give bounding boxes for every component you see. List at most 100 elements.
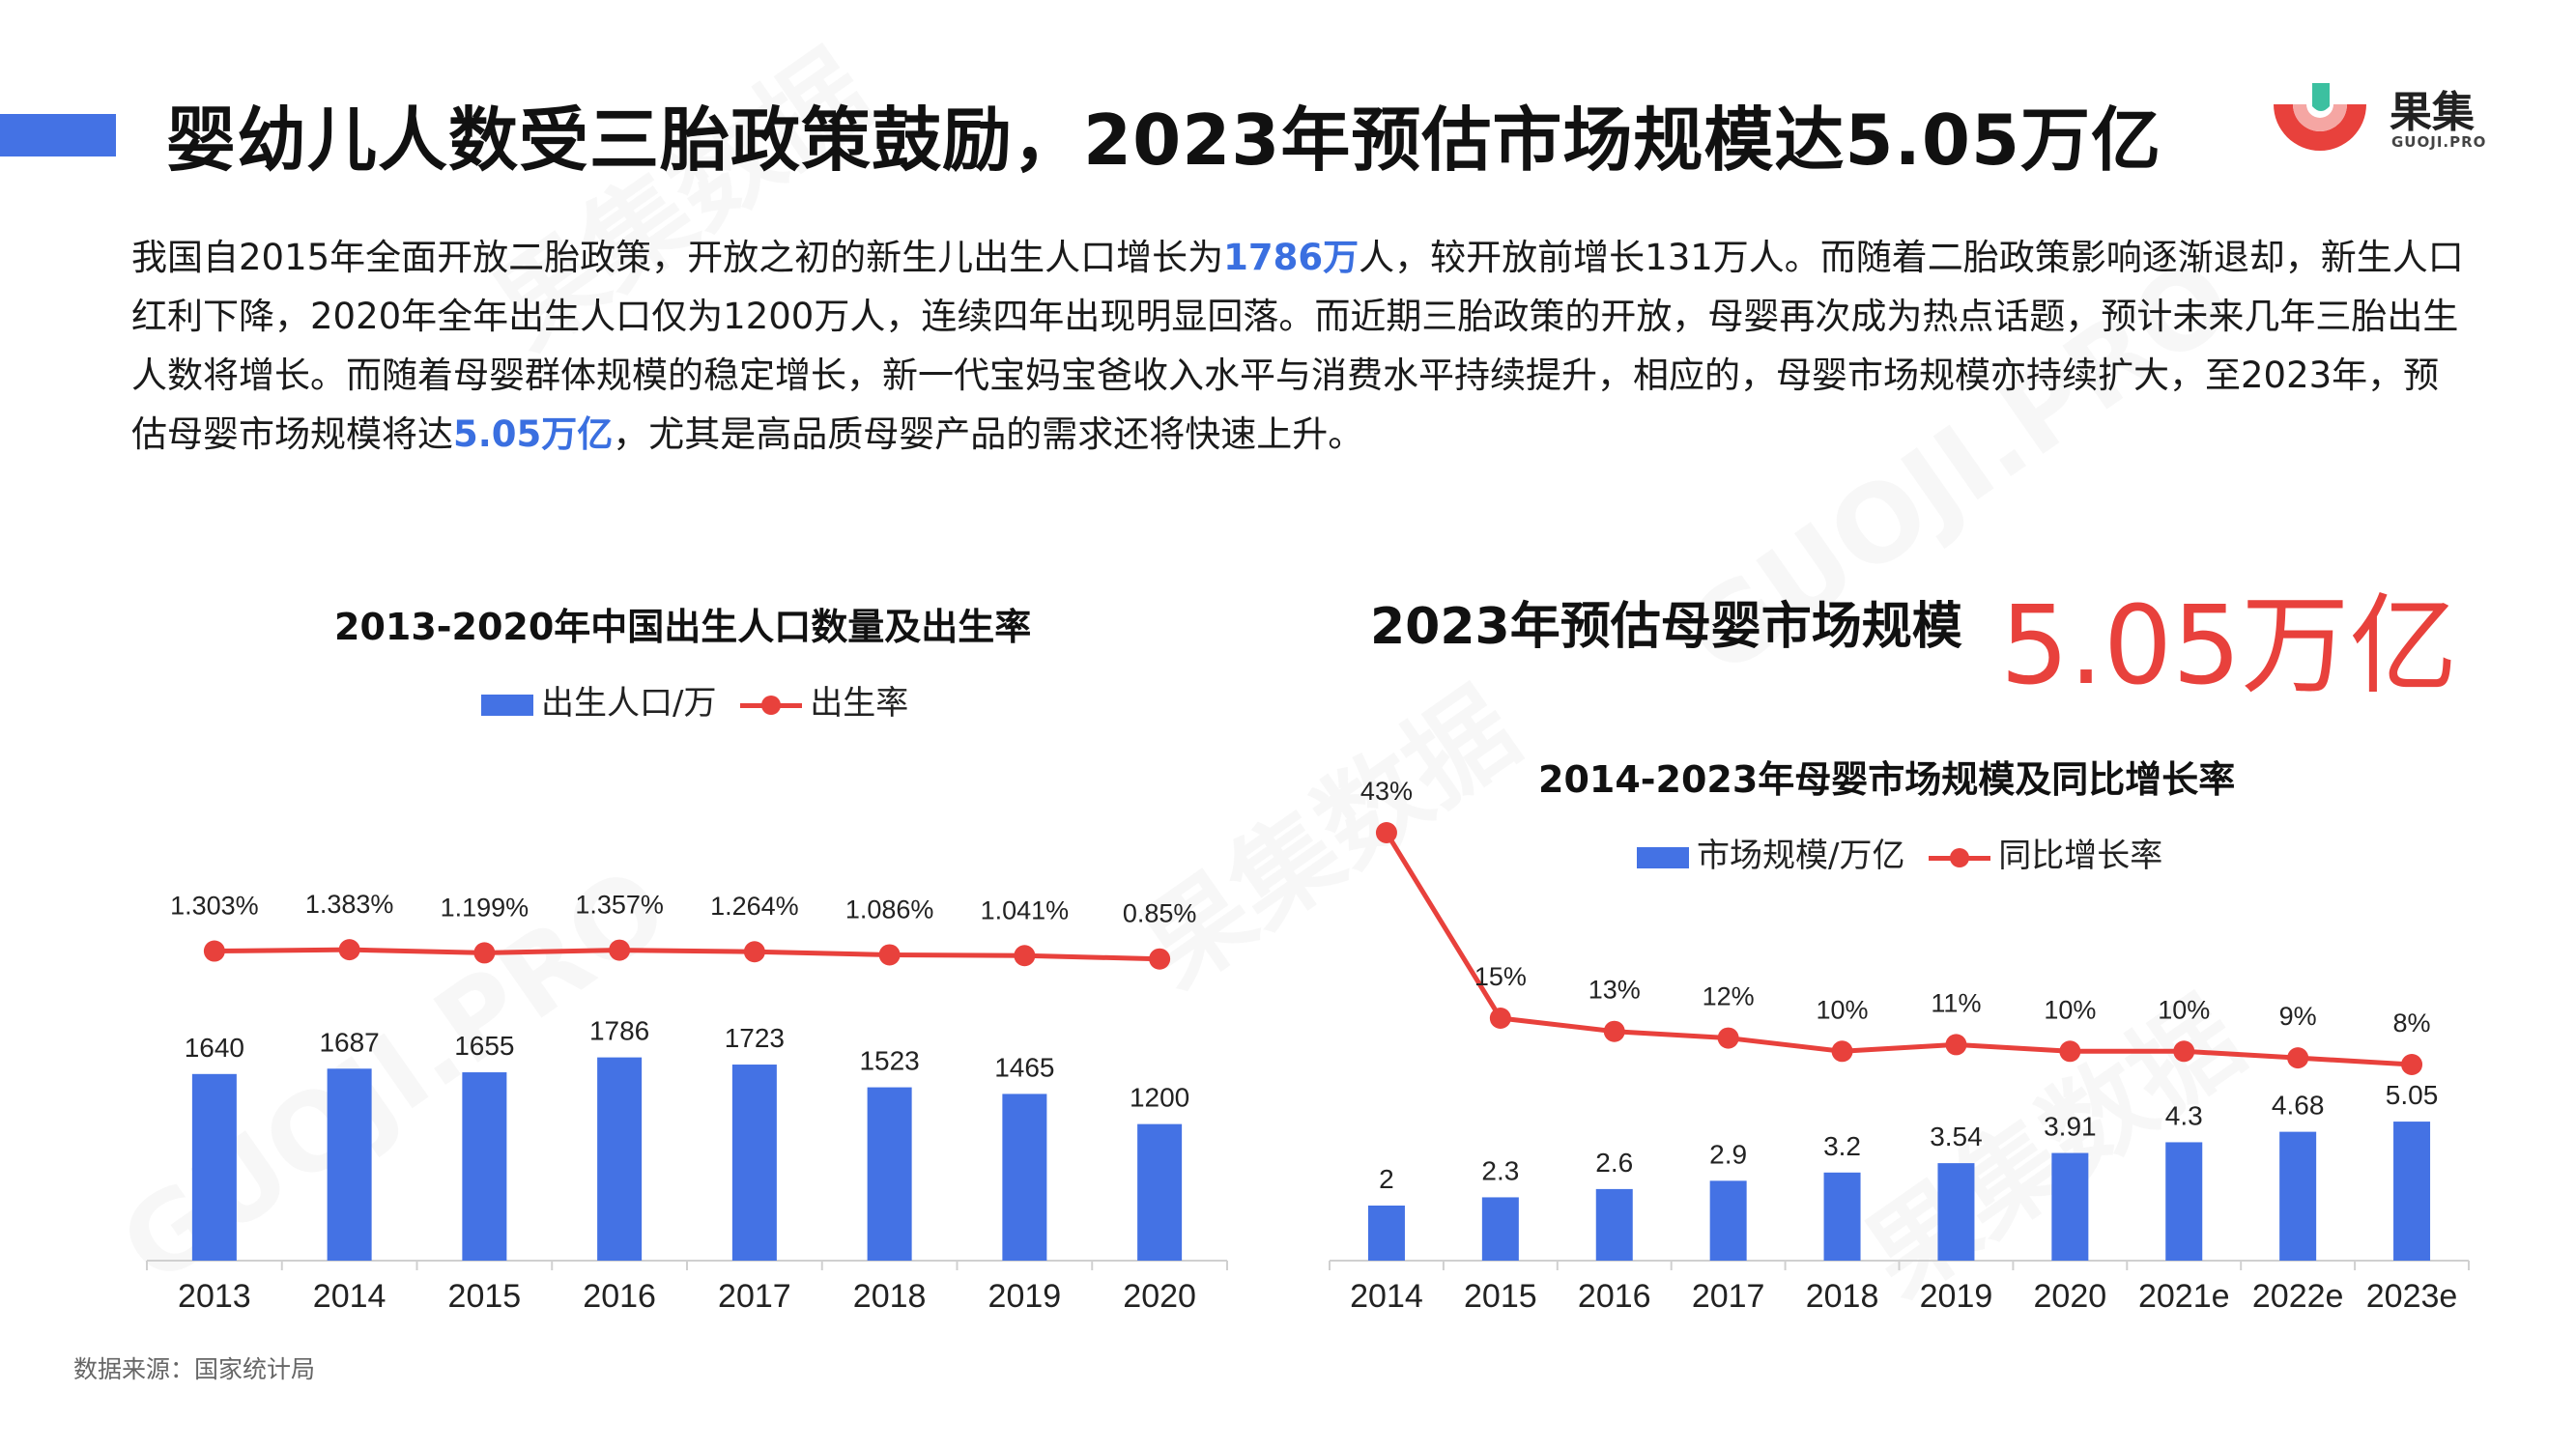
legend-item: 市场规模/万亿 <box>1637 829 1904 876</box>
rate-label: 43% <box>1360 777 1413 806</box>
legend-swatch <box>481 694 533 716</box>
x-tick-label: 2016 <box>1578 1278 1651 1315</box>
rate-point <box>2401 1054 2423 1075</box>
bar <box>327 1068 372 1261</box>
data-source: 数据来源：国家统计局 <box>73 1355 316 1383</box>
bar <box>462 1072 507 1261</box>
rate-point <box>1945 1034 1967 1056</box>
rate-label: 10% <box>2158 995 2210 1024</box>
title-accent-bar <box>0 114 116 156</box>
bar-value-label: 1723 <box>725 1023 785 1053</box>
bar-value-label: 1655 <box>454 1031 514 1061</box>
rate-label: 1.199% <box>441 893 530 922</box>
x-tick-label: 2014 <box>313 1278 386 1315</box>
intro-paragraph: 我国自2015年全面开放二胎政策，开放之初的新生儿出生人口增长为1786万人，较… <box>131 228 2470 464</box>
rate-label: 15% <box>1474 962 1527 991</box>
rate-line <box>1384 831 2413 1067</box>
intro-highlight: 5.05万亿 <box>453 413 614 455</box>
bar-value-label: 1465 <box>994 1052 1054 1082</box>
x-tick-label: 2023e <box>2366 1278 2458 1315</box>
rate-label: 1.357% <box>575 891 664 920</box>
rate-point <box>338 939 360 961</box>
rate-point <box>609 939 631 961</box>
rate-label: 10% <box>2044 995 2096 1024</box>
x-tick-label: 2014 <box>1350 1278 1423 1315</box>
bar-value-label: 5.05 <box>2386 1080 2439 1110</box>
rate-label: 1.264% <box>710 892 799 921</box>
x-tick-label: 2018 <box>853 1278 927 1315</box>
bar-value-label: 3.54 <box>1930 1122 1983 1151</box>
bar <box>2393 1122 2431 1261</box>
rate-label: 9% <box>2279 1002 2317 1031</box>
chart-legend: 市场规模/万亿 同比增长率 <box>1637 829 2176 876</box>
bar <box>1937 1163 1975 1261</box>
rate-label: 10% <box>1817 995 1869 1024</box>
chart-legend: 出生人口/万 出生率 <box>481 676 922 724</box>
rate-label: 13% <box>1589 976 1641 1005</box>
bar <box>731 1065 777 1261</box>
x-tick-label: 2020 <box>1123 1278 1196 1315</box>
x-tick-label: 2017 <box>1692 1278 1765 1315</box>
rate-point <box>1014 945 1036 967</box>
bar-value-label: 2 <box>1379 1164 1394 1194</box>
bar <box>2279 1131 2317 1261</box>
rate-point <box>1831 1040 1853 1063</box>
x-tick-label: 2018 <box>1806 1278 1879 1315</box>
rate-label: 1.383% <box>305 890 394 919</box>
bar-value-label: 2.6 <box>1595 1148 1633 1178</box>
intro-text: ，尤其是高品质母婴产品的需求还将快速上升。 <box>613 413 1364 455</box>
legend-swatch <box>740 695 803 716</box>
market-chart: 2 2014 2.3 2015 2.6 2016 2.9 2017 3.2 2018 3.54 201… <box>1329 777 2470 1315</box>
legend-label: 同比增长率 <box>1998 837 2163 875</box>
intro-text: 我国自2015年全面开放二胎政策，开放之初的新生儿出生人口增长为 <box>131 237 1224 278</box>
bar <box>597 1057 643 1261</box>
bar-value-label: 1786 <box>589 1016 649 1046</box>
legend-item: 同比增长率 <box>1929 829 2162 876</box>
x-tick-label: 2016 <box>583 1278 656 1315</box>
rate-point <box>1375 822 1397 843</box>
rate-point <box>878 944 901 966</box>
legend-swatch <box>1929 847 1991 868</box>
rate-point <box>203 940 225 962</box>
logo-name-cn: 果集 <box>2390 88 2475 137</box>
bar-value-label: 4.68 <box>2272 1091 2325 1121</box>
bar <box>1709 1180 1747 1261</box>
rate-point <box>1603 1020 1625 1042</box>
rate-label: 8% <box>2393 1009 2431 1037</box>
logo-icon <box>2274 83 2366 151</box>
bar <box>867 1087 912 1261</box>
x-tick-label: 2015 <box>1464 1278 1537 1315</box>
intro-highlight: 1786万 <box>1223 237 1360 278</box>
rate-point <box>1717 1027 1739 1049</box>
bar-value-label: 1687 <box>319 1027 379 1057</box>
bar-value-label: 3.91 <box>2044 1112 2097 1142</box>
birth-chart: 1640 2013 1687 2014 1655 2015 1786 2016 1723 2017… <box>146 890 1228 1315</box>
rate-label: 1.303% <box>170 892 259 921</box>
highlight-label: 2023年预估母婴市场规模 <box>1370 598 1962 656</box>
legend-label: 出生人口/万 <box>541 684 717 723</box>
x-tick-label: 2021e <box>2138 1278 2230 1315</box>
bar-value-label: 1200 <box>1130 1083 1189 1113</box>
bar <box>1002 1094 1047 1261</box>
rate-point <box>2059 1040 2081 1063</box>
rate-label: 11% <box>1931 988 1981 1017</box>
rate-line <box>214 947 1160 962</box>
x-tick-label: 2019 <box>988 1278 1062 1315</box>
rate-point <box>1149 948 1171 970</box>
bar-value-label: 4.3 <box>2165 1100 2203 1130</box>
rate-label: 12% <box>1703 982 1755 1011</box>
legend-item: 出生率 <box>740 676 908 724</box>
legend-swatch <box>1637 846 1689 868</box>
rate-label: 1.041% <box>981 895 1070 924</box>
intro-text: 人，较开放前增长131万人。而随着二胎政策影响逐渐退却，新生人口红利下降，202… <box>131 237 2464 455</box>
x-tick-label: 2022e <box>2252 1278 2344 1315</box>
x-tick-label: 2020 <box>2034 1278 2107 1315</box>
page-title: 婴幼儿人数受三胎政策鼓励，2023年预估市场规模达5.05万亿 <box>166 99 2162 181</box>
rate-label: 0.85% <box>1123 899 1197 928</box>
logo: 果集 GUOJI.PRO <box>2266 77 2498 164</box>
bar <box>1137 1123 1183 1261</box>
rate-point <box>743 941 765 963</box>
bar-value-label: 1640 <box>185 1033 244 1063</box>
rate-label: 1.086% <box>845 895 934 923</box>
legend-label: 出生率 <box>810 684 909 723</box>
